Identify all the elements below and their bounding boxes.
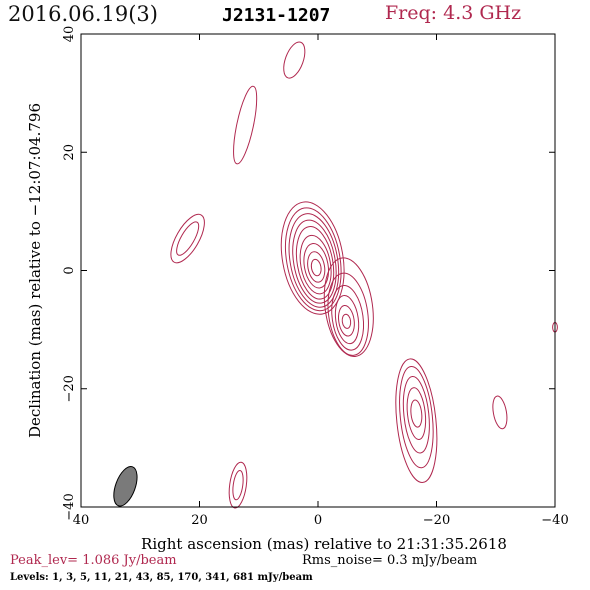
contour-blob-nw-1 <box>176 221 200 256</box>
contour-core-4 <box>295 226 335 300</box>
contour-blob-top-0 <box>283 41 306 79</box>
source-name: J2131-1207 <box>222 5 331 26</box>
contour-layer <box>170 41 558 509</box>
contour-core-0 <box>280 201 345 315</box>
beam-ellipse <box>113 466 138 507</box>
axis-ticks <box>80 33 556 508</box>
contour-core-2 <box>288 213 340 308</box>
contour-core-8 <box>310 258 322 277</box>
y-tick-label-4: 40 <box>62 26 77 43</box>
contour-jet-knot-5 <box>341 313 352 329</box>
contour-core-7 <box>307 251 326 283</box>
beam-layer <box>113 466 138 507</box>
contour-blob-north-0 <box>233 85 258 165</box>
x-tick-label-0: 40 <box>73 513 90 528</box>
frequency-label: Freq: 4.3 GHz <box>385 2 522 24</box>
contour-blob-bottom-0 <box>228 461 248 509</box>
contour-jet-knot-2 <box>331 285 365 351</box>
y-axis-label: Declination (mas) relative to −12:07:04.… <box>26 103 44 438</box>
contour-blob-bottom-1 <box>232 469 244 501</box>
contour-blob-far-se-0 <box>492 395 508 430</box>
axis-tick-labels: 40 20 0 −20 −40 −40 −20 0 20 40 <box>62 26 569 528</box>
contour-knot-se-4 <box>410 399 423 428</box>
y-tick-label-2: 0 <box>62 266 77 274</box>
y-tick-label-3: 20 <box>62 144 77 161</box>
contour-jet-knot-1 <box>327 272 369 356</box>
contour-knot-se-3 <box>406 387 427 440</box>
x-tick-label-4: −40 <box>541 513 568 528</box>
contour-knot-se-1 <box>399 366 434 469</box>
observation-date: 2016.06.19(3) <box>8 2 158 26</box>
x-tick-label-2: 0 <box>314 513 322 528</box>
contour-core-1 <box>284 207 342 312</box>
rms-noise: Rms_noise= 0.3 mJy/beam <box>302 553 478 568</box>
x-axis-label: Right ascension (mas) relative to 21:31:… <box>141 535 507 553</box>
contour-jet-knot-4 <box>338 305 355 337</box>
y-tick-label-0: −40 <box>62 493 77 520</box>
contour-core-3 <box>292 219 337 304</box>
plot-frame <box>80 33 556 508</box>
contour-core-6 <box>303 243 330 289</box>
contour-blob-nw-0 <box>170 213 205 264</box>
contour-jet-knot-0 <box>323 257 374 357</box>
contour-levels: Levels: 1, 3, 5, 11, 21, 43, 85, 170, 34… <box>10 572 313 583</box>
x-tick-label-1: 20 <box>191 513 208 528</box>
y-tick-label-1: −20 <box>62 375 77 402</box>
contour-core-5 <box>299 234 332 295</box>
x-tick-label-3: −20 <box>423 513 450 528</box>
contour-knot-se-0 <box>395 358 438 483</box>
contour-knot-se-2 <box>402 376 430 454</box>
peak-level: Peak_lev= 1.086 Jy/beam <box>10 553 177 568</box>
contour-jet-knot-3 <box>334 295 360 345</box>
